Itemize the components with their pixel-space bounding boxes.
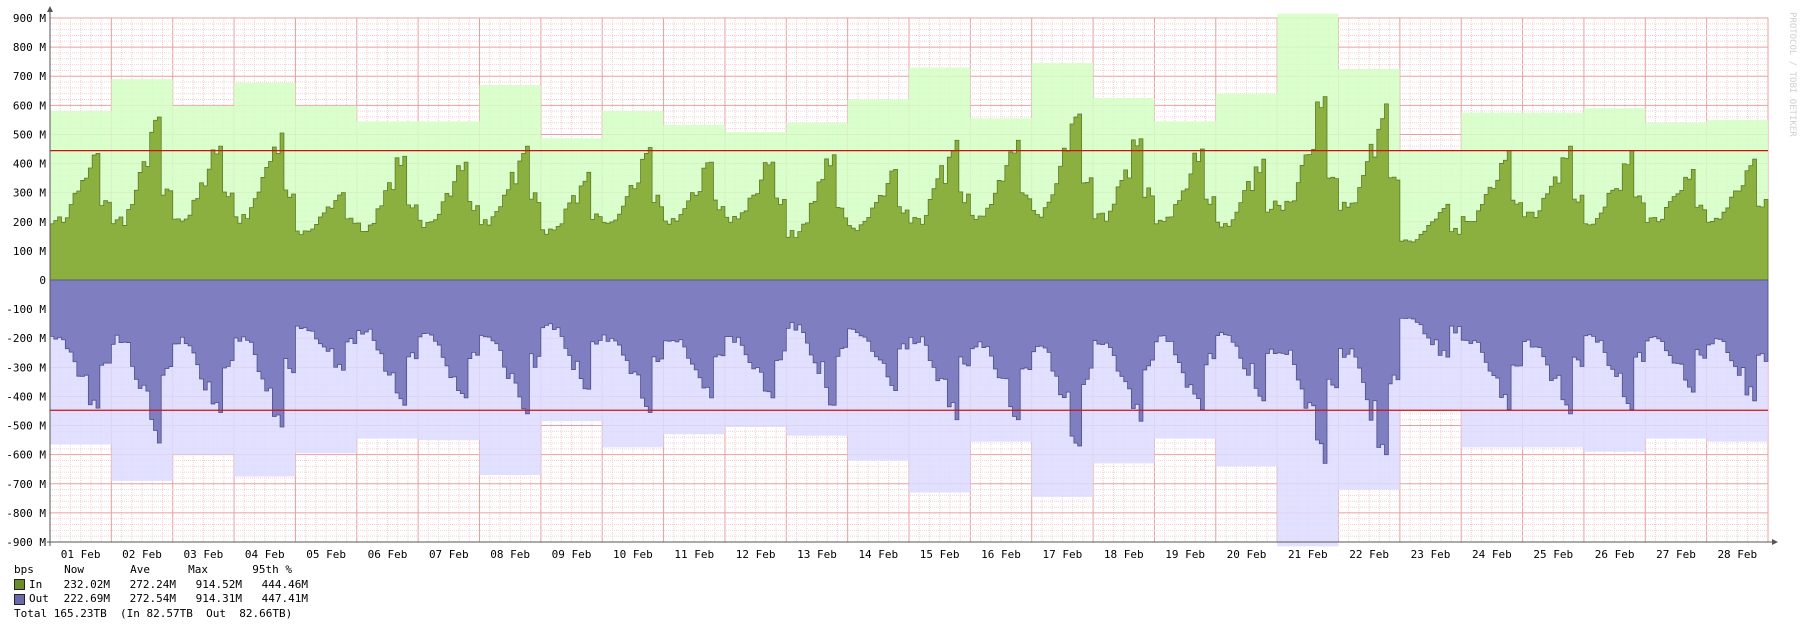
x-tick-label: 12 Feb (736, 548, 776, 561)
x-tick-label: 19 Feb (1165, 548, 1205, 561)
y-tick-label: 0 (39, 274, 46, 287)
x-tick-label: 18 Feb (1104, 548, 1144, 561)
y-tick-label: -600 M (6, 449, 46, 462)
legend-p95-in: 444.46M (261, 577, 308, 591)
legend-col-max: Max (188, 563, 208, 576)
legend-swatch-out (14, 593, 25, 605)
legend-total: Total 165.23TB (In 82.57TB Out 82.66TB) (14, 607, 308, 622)
y-tick-label: -100 M (6, 303, 46, 316)
y-tick-label: -400 M (6, 390, 46, 403)
legend-col-95th: 95th % (252, 563, 292, 576)
x-tick-label: 10 Feb (613, 548, 653, 561)
legend-now-in: 232.02M (63, 577, 110, 591)
chart-areas (49, 13, 1769, 547)
x-tick-label: 20 Feb (1227, 548, 1267, 561)
y-tick-label: 700 M (13, 70, 46, 83)
x-tick-label: 15 Feb (920, 548, 960, 561)
y-tick-label: -200 M (6, 332, 46, 345)
x-tick-label: 03 Feb (184, 548, 224, 561)
y-tick-label: 400 M (13, 158, 46, 171)
y-axis-ticks: 900 M 800 M 700 M 600 M 500 M 400 M 300 M 200 M… (6, 12, 46, 549)
y-axis-arrow (47, 6, 53, 12)
x-tick-label: 09 Feb (552, 548, 592, 561)
legend-p95-out: 447.41M (261, 592, 308, 605)
y-tick-label: 200 M (13, 216, 46, 229)
y-tick-label: -300 M (6, 361, 46, 374)
legend-header: bps Now Ave Max 95th % (14, 563, 308, 578)
legend-ave-out: 272.54M (129, 592, 176, 605)
x-tick-label: 07 Feb (429, 548, 469, 561)
y-tick-label: 500 M (13, 128, 46, 141)
x-tick-label: 05 Feb (306, 548, 346, 561)
x-tick-label: 24 Feb (1472, 548, 1512, 561)
legend-total-in-value: 82.57TB (146, 606, 193, 620)
x-tick-label: 01 Feb (61, 548, 101, 561)
x-tick-label: 22 Feb (1349, 548, 1389, 561)
legend-total-out-label: Out (206, 606, 226, 620)
legend-unit: bps (14, 563, 34, 576)
legend-total-label: Total (14, 606, 48, 620)
x-axis-ticks: 01 Feb 02 Feb 03 Feb 04 Feb 05 Feb 06 Feb 07 F… (61, 548, 1757, 561)
y-tick-label: -700 M (6, 478, 46, 491)
y-tick-label: -900 M (6, 536, 46, 549)
x-axis-arrow (1772, 539, 1778, 545)
legend-col-now: Now (64, 563, 84, 576)
legend-col-ave: Ave (130, 563, 150, 576)
traffic-area-in (49, 96, 1769, 281)
x-tick-label: 13 Feb (797, 548, 837, 561)
traffic-area-out (49, 279, 1769, 464)
legend-total-in-label: (In (119, 606, 140, 620)
y-tick-label: 600 M (13, 99, 46, 112)
x-tick-label: 27 Feb (1656, 548, 1696, 561)
x-tick-label: 08 Feb (490, 548, 530, 561)
legend-name-in: In (29, 577, 43, 591)
legend-total-out-value: 82.66TB) (239, 606, 293, 620)
x-tick-label: 06 Feb (368, 548, 408, 561)
legend-swatch-in (14, 579, 25, 591)
legend-ave-in: 272.24M (129, 577, 176, 591)
x-tick-label: 04 Feb (245, 548, 285, 561)
legend-name-out: Out (29, 592, 49, 605)
y-tick-label: -500 M (6, 420, 46, 433)
y-tick-label: 300 M (13, 187, 46, 200)
percentile-lines (50, 150, 1768, 411)
x-tick-label: 25 Feb (1533, 548, 1573, 561)
y-tick-label: -800 M (6, 507, 46, 520)
y-tick-label: 900 M (13, 12, 46, 25)
legend-row-out: Out 222.69M 272.54M 914.31M 447.41M (14, 592, 308, 607)
y-tick-label: 800 M (13, 41, 46, 54)
legend: bps Now Ave Max 95th % In 232.02M 272.24… (14, 563, 308, 621)
legend-now-out: 222.69M (63, 592, 110, 605)
x-tick-label: 16 Feb (981, 548, 1021, 561)
y-tick-label: 100 M (13, 245, 46, 258)
legend-max-out: 914.31M (195, 592, 242, 605)
legend-total-value: 165.23TB (53, 606, 107, 620)
x-tick-label: 23 Feb (1411, 548, 1451, 561)
x-tick-label: 14 Feb (858, 548, 898, 561)
x-tick-label: 26 Feb (1595, 548, 1635, 561)
legend-max-in: 914.52M (195, 577, 242, 591)
x-tick-label: 02 Feb (122, 548, 162, 561)
legend-row-in: In 232.02M 272.24M 914.52M 444.46M (14, 578, 308, 593)
watermark: PROTOCOL / TOBI OETIKER (1787, 12, 1797, 137)
x-tick-label: 17 Feb (1043, 548, 1083, 561)
x-tick-label: 11 Feb (674, 548, 714, 561)
chart-axes (47, 6, 1778, 546)
x-tick-label: 21 Feb (1288, 548, 1328, 561)
x-tick-label: 28 Feb (1717, 548, 1757, 561)
